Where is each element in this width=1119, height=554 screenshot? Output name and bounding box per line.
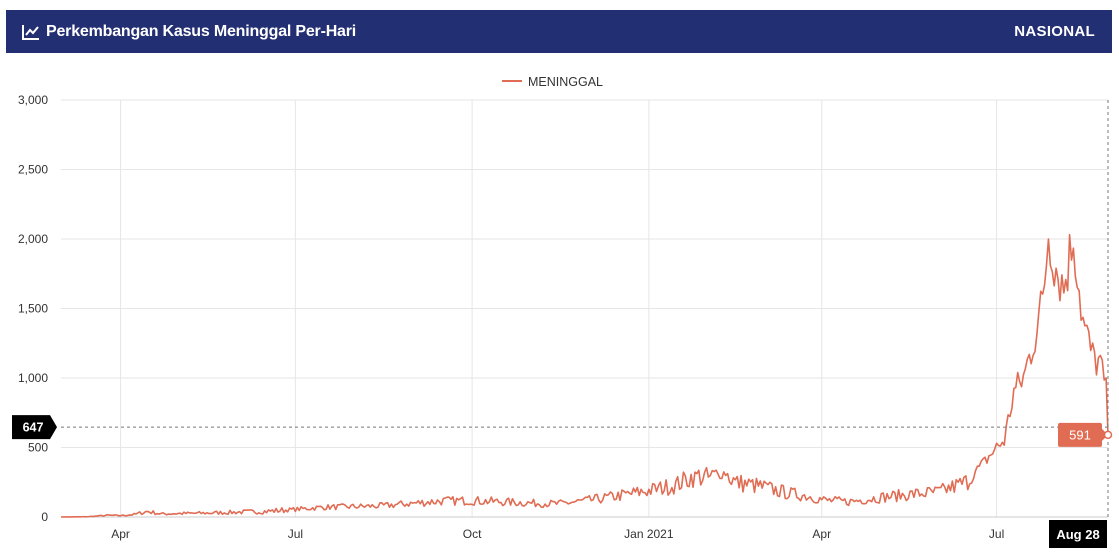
y-tick-label: 2,000: [18, 232, 48, 246]
series-meninggal[interactable]: [60, 233, 1109, 518]
y-tick-label: 3,000: [18, 93, 48, 107]
chart-grid: [61, 99, 1108, 518]
series-line: [60, 233, 1109, 518]
line-chart-icon: [22, 24, 39, 40]
crosshair-x-label-bg: [1049, 520, 1107, 548]
tooltip-value: 591: [1069, 427, 1091, 442]
chart-header: Perkembangan Kasus Meninggal Per-Hari NA…: [6, 10, 1112, 53]
chart-title-text: Perkembangan Kasus Meninggal Per-Hari: [46, 22, 357, 40]
x-tick-label: Jul: [288, 527, 303, 541]
x-tick-label: Jul: [989, 527, 1004, 541]
crosshair-y-label: 647: [23, 421, 44, 435]
chart-axes: 0 500 1,000 1,500 2,000 2,500 3,000 Apr Jul Oct Ja…: [18, 93, 1108, 541]
region-label: NASIONAL: [1014, 23, 1095, 40]
crosshair-overlay: 647 Aug 28 591: [12, 100, 1113, 548]
y-tick-label: 500: [28, 441, 48, 455]
x-tick-label: Oct: [463, 527, 482, 541]
x-tick-label: Apr: [812, 527, 831, 541]
chart-title: Perkembangan Kasus Meninggal Per-Hari: [22, 10, 356, 53]
line-chart[interactable]: 0 500 1,000 1,500 2,000 2,500 3,000 Apr Jul Oct Ja…: [0, 60, 1119, 554]
chart-legend[interactable]: MENINGGAL: [502, 75, 603, 89]
crosshair-x-label: Aug 28: [1056, 527, 1099, 542]
y-tick-label: 1,000: [18, 371, 48, 385]
y-tick-label: 1,500: [18, 302, 48, 316]
x-tick-label: Jan 2021: [624, 527, 674, 541]
y-tick-label: 0: [41, 510, 48, 524]
hover-point: [1103, 430, 1113, 440]
tooltip-bg: [1058, 422, 1102, 447]
y-tick-label: 2,500: [18, 163, 48, 177]
legend-label: MENINGGAL: [528, 75, 603, 89]
crosshair-y-label-bg: [12, 415, 57, 440]
x-tick-label: Apr: [111, 527, 130, 541]
